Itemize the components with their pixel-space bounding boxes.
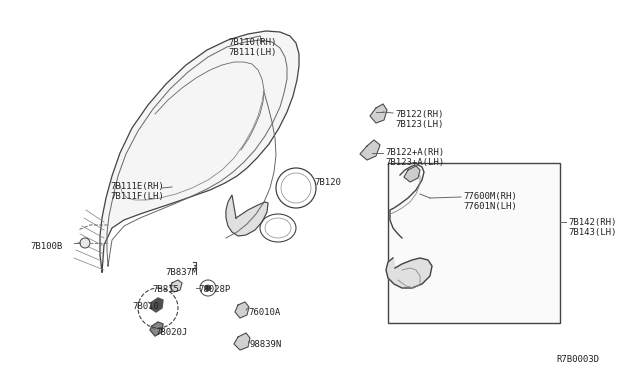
Text: 7B123(LH): 7B123(LH) xyxy=(395,120,444,129)
Polygon shape xyxy=(100,31,299,272)
Polygon shape xyxy=(234,333,250,350)
Text: 76010A: 76010A xyxy=(248,308,280,317)
Text: 7B110(RH): 7B110(RH) xyxy=(228,38,276,47)
Polygon shape xyxy=(150,322,163,336)
Text: 7B111(LH): 7B111(LH) xyxy=(228,48,276,57)
Text: 98839N: 98839N xyxy=(250,340,282,349)
Polygon shape xyxy=(386,258,432,288)
Text: 7B123+A(LH): 7B123+A(LH) xyxy=(385,158,444,167)
Text: 7B837M: 7B837M xyxy=(165,268,197,277)
Text: 7B122+A(RH): 7B122+A(RH) xyxy=(385,148,444,157)
Text: 77601N(LH): 77601N(LH) xyxy=(463,202,516,211)
Polygon shape xyxy=(150,298,163,312)
Polygon shape xyxy=(235,302,249,318)
Text: 77600M(RH): 77600M(RH) xyxy=(463,192,516,201)
Text: 7B122(RH): 7B122(RH) xyxy=(395,110,444,119)
Bar xyxy=(388,163,560,323)
Polygon shape xyxy=(226,195,268,236)
Text: 7B815: 7B815 xyxy=(152,285,179,294)
Text: 7B100B: 7B100B xyxy=(30,242,62,251)
Text: 7B111F(LH): 7B111F(LH) xyxy=(110,192,164,201)
Text: 7B142(RH): 7B142(RH) xyxy=(568,218,616,227)
Text: 78028P: 78028P xyxy=(198,285,230,294)
Polygon shape xyxy=(370,104,387,123)
Text: 7B010: 7B010 xyxy=(132,302,159,311)
Text: 7B143(LH): 7B143(LH) xyxy=(568,228,616,237)
Text: 7B120: 7B120 xyxy=(314,178,341,187)
Text: 7B020J: 7B020J xyxy=(155,328,188,337)
Text: 7B111E(RH): 7B111E(RH) xyxy=(110,182,164,191)
Circle shape xyxy=(205,285,211,291)
Circle shape xyxy=(80,238,90,248)
Text: R7B0003D: R7B0003D xyxy=(556,355,599,364)
Polygon shape xyxy=(170,280,182,292)
Polygon shape xyxy=(404,166,420,182)
Polygon shape xyxy=(360,140,380,160)
